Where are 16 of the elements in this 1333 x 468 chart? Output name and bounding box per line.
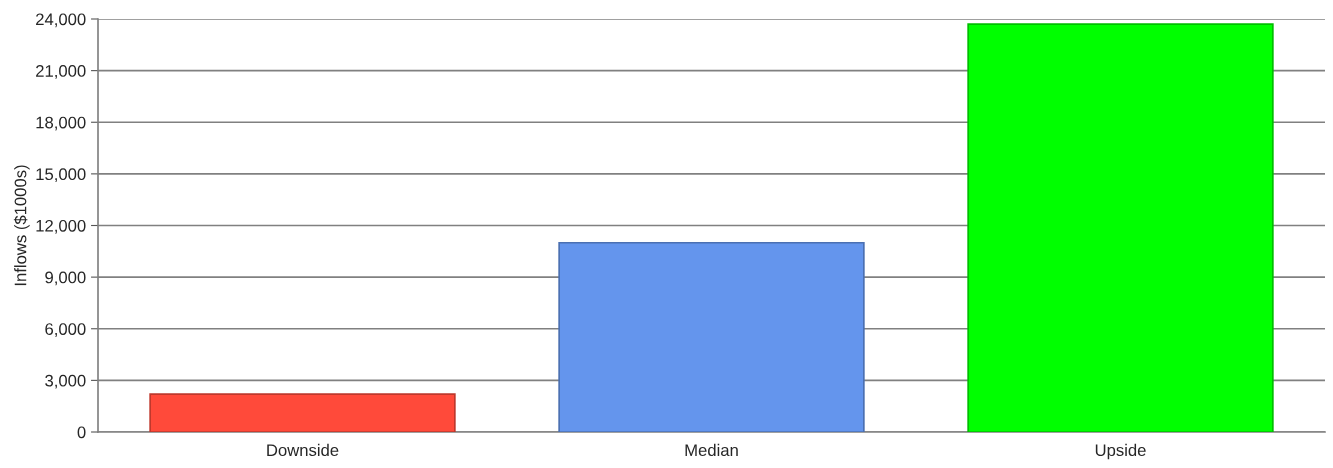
y-tick-label: 3,000 bbox=[45, 374, 86, 389]
y-axis-title: Inflows ($1000s) bbox=[13, 165, 30, 286]
y-tick-label: 15,000 bbox=[36, 168, 86, 183]
bar bbox=[967, 23, 1274, 432]
y-tick-label: 21,000 bbox=[36, 65, 86, 79]
x-tick-label: Median bbox=[685, 443, 738, 457]
y-tick-label: 12,000 bbox=[36, 219, 86, 234]
x-tick-label: Downside bbox=[267, 443, 339, 457]
y-tick-label: 0 bbox=[77, 426, 86, 439]
y-tick-label: 24,000 bbox=[36, 13, 86, 28]
bar bbox=[149, 393, 456, 432]
y-tick-label: 9,000 bbox=[45, 271, 86, 286]
y-tick-label: 6,000 bbox=[45, 323, 86, 337]
bar bbox=[558, 241, 865, 432]
y-tick-label: 18,000 bbox=[36, 116, 86, 131]
x-tick-label: Upside bbox=[1095, 443, 1146, 460]
